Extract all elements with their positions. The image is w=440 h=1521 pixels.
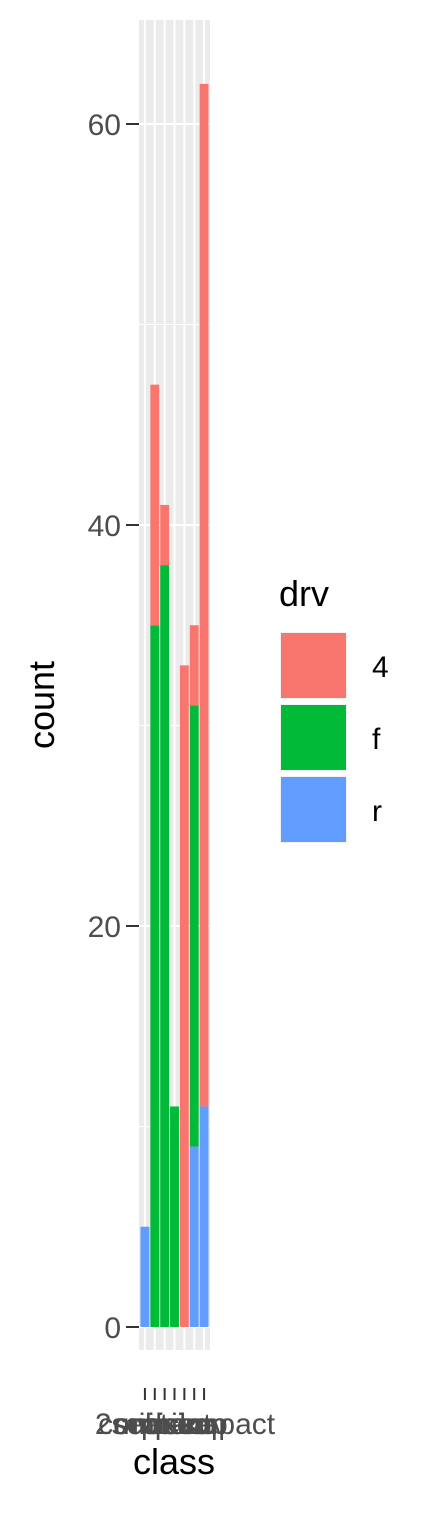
legend-key-f <box>281 705 346 770</box>
bar-segment-f-compact <box>150 625 160 1327</box>
bar-segment-f-minivan <box>170 1106 179 1327</box>
bar-segment-r-subcompact <box>189 1146 199 1327</box>
y-tick-label: 0 <box>104 1312 121 1345</box>
bar-segment-4-midsize <box>160 504 170 566</box>
legend-label-f: f <box>372 723 381 756</box>
bar-segment-4-pickup <box>179 665 189 1327</box>
x-axis: 2seatercompactmidsizeminivanpickupsubcom… <box>95 1388 276 1441</box>
y-tick-label: 60 <box>88 109 121 142</box>
x-tick-label: pickup <box>141 1408 228 1441</box>
bar-segment-r-suv <box>199 1106 209 1327</box>
y-tick-label: 20 <box>88 911 121 944</box>
y-tick-label: 40 <box>88 510 121 543</box>
x-tick-label: midsize <box>114 1408 216 1441</box>
bar-segment-r-2seater <box>140 1226 150 1327</box>
x-tick-label: minivan <box>123 1408 226 1441</box>
x-tick-label: suv <box>181 1408 228 1441</box>
x-axis-title: class <box>133 1441 215 1482</box>
bar-segment-4-suv <box>199 83 209 1107</box>
bar-segment-f-subcompact <box>189 705 199 1147</box>
legend-key-r <box>281 777 346 842</box>
x-tick-label: subcompact <box>113 1408 275 1441</box>
bar-segment-f-midsize <box>160 565 170 1327</box>
legend-key-4 <box>281 633 346 698</box>
bar-segment-4-subcompact <box>189 625 199 706</box>
legend-label-4: 4 <box>372 651 389 684</box>
legend: drv 4 f r <box>279 573 389 843</box>
legend-label-r: r <box>372 795 382 828</box>
bar-segment-4-compact <box>150 384 160 626</box>
bars <box>140 83 209 1327</box>
y-axis: 0 20 40 60 <box>88 109 139 1345</box>
x-tick-label: compact <box>98 1408 212 1441</box>
legend-title: drv <box>279 573 329 614</box>
x-tick-label: 2seater <box>95 1408 195 1441</box>
y-axis-title: count <box>21 661 62 749</box>
